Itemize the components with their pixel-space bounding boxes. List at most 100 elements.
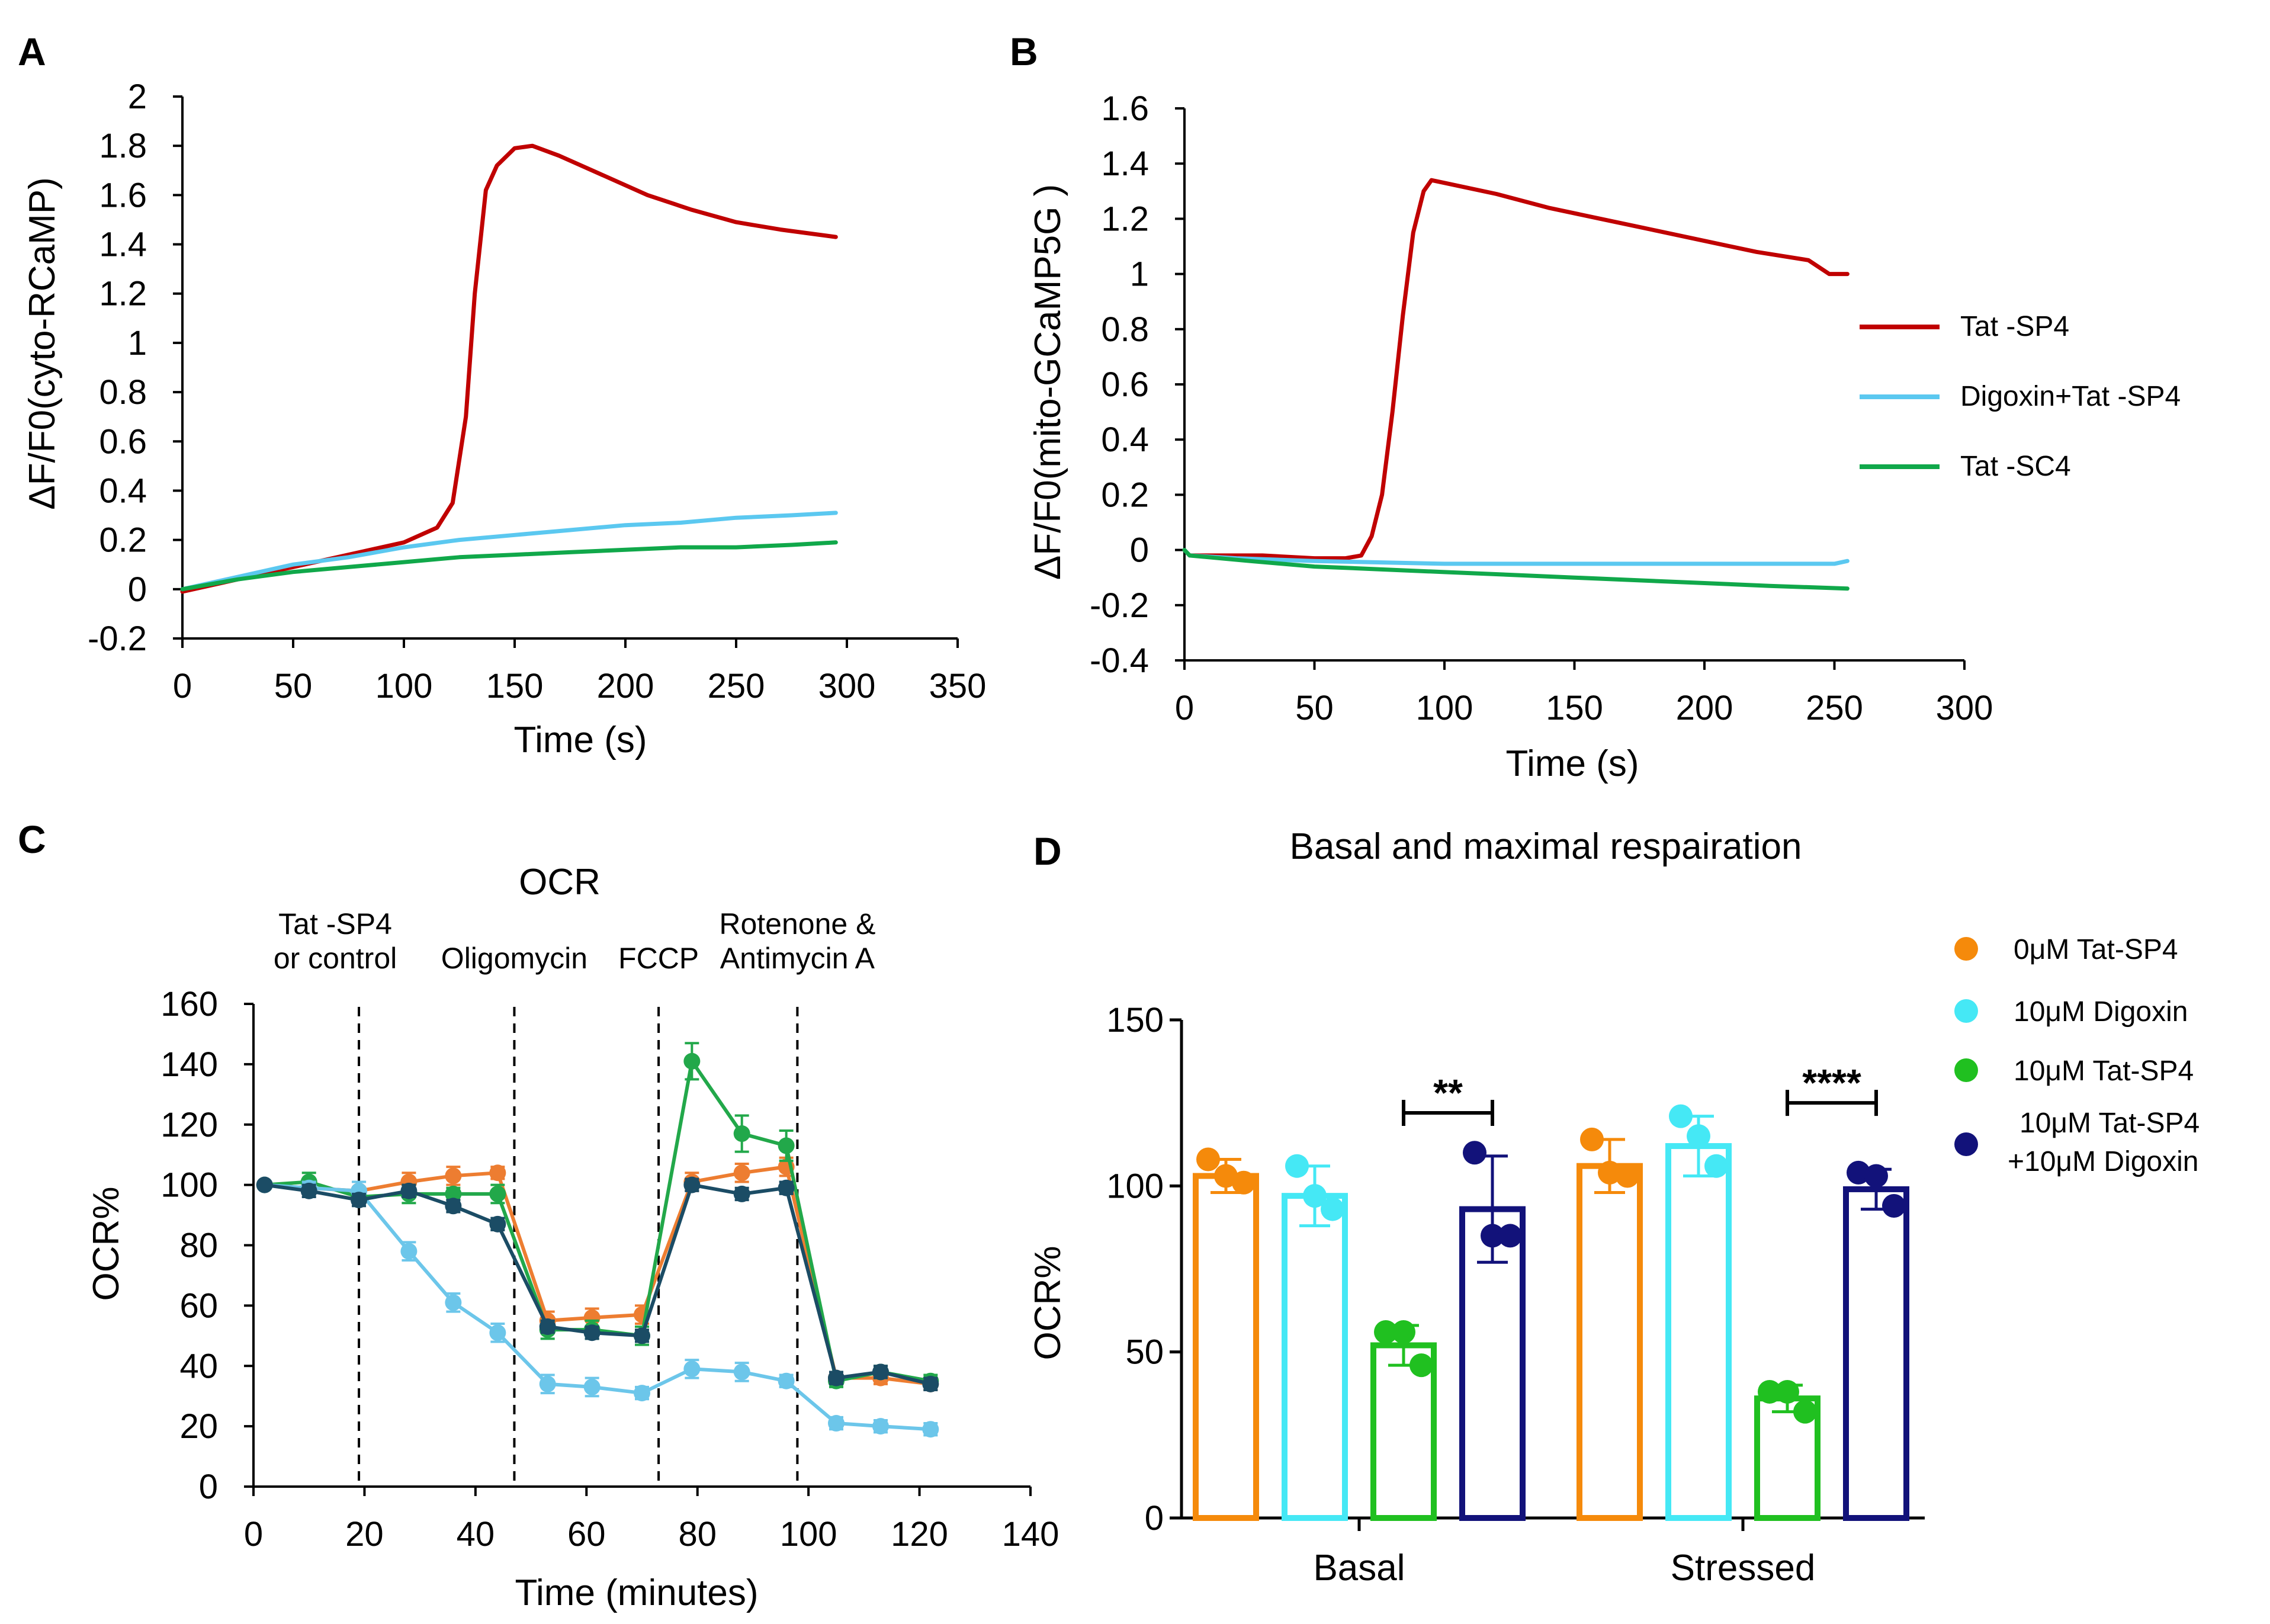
legend-label-combo-line2: +10μM Digoxin (2008, 1146, 2198, 1177)
data-point (445, 1198, 462, 1215)
y-tick-label: 0.8 (1101, 310, 1149, 349)
data-point (733, 1363, 750, 1381)
injection-label: FCCP (618, 942, 699, 975)
series-line-tat-sp4 (180, 143, 838, 594)
y-tick-label: 40 (179, 1347, 218, 1385)
data-point (733, 1125, 750, 1142)
data-point (1793, 1400, 1817, 1424)
data-point (634, 1327, 650, 1344)
data-point (1196, 1147, 1220, 1172)
y-tick-label: 0 (1145, 1499, 1164, 1538)
data-point (1232, 1170, 1256, 1195)
y-tick-label: 20 (179, 1407, 218, 1446)
data-point (828, 1415, 845, 1432)
x-tick-label: 80 (678, 1515, 717, 1554)
bar (1665, 1143, 1732, 1521)
data-point (733, 1164, 750, 1182)
data-point (256, 1176, 273, 1193)
y-tick-label: 0.4 (1101, 421, 1149, 459)
panel-a-y-ticks: -0.2 0 0.2 0.4 0.6 0.8 1 1.2 1.4 1.6 1.8 2 (88, 78, 182, 658)
significance-label: ** (1433, 1071, 1463, 1114)
panel-b-x-ticks: 0 50 100 150 200 250 300 (1175, 660, 1993, 727)
data-point (1775, 1379, 1799, 1404)
legend-dot-10um-digoxin (1954, 999, 1978, 1023)
panel-b-series (1182, 178, 1850, 591)
bar (1282, 1193, 1348, 1521)
data-point (778, 1372, 795, 1389)
data-point (300, 1182, 317, 1199)
data-point (1616, 1164, 1639, 1188)
legend-label-combo-line1: 10μM Tat-SP4 (2019, 1108, 2200, 1139)
x-tick-label: 50 (274, 667, 313, 705)
x-tick-label: 250 (1806, 689, 1863, 727)
panel-d-categories: Basal Stressed (1313, 1518, 1815, 1588)
x-tick-label: 0 (173, 667, 192, 705)
panel-a-y-label: ΔF/F0(cyto-RCaMP) (22, 177, 63, 510)
panel-d-legend: 0μM Tat-SP4 10μM Digoxin 10μM Tat-SP4 10… (1954, 934, 2200, 1177)
y-tick-label: 1.4 (1101, 145, 1149, 183)
data-point (539, 1375, 556, 1392)
panel-a-axes (181, 97, 958, 640)
data-point (1303, 1184, 1327, 1208)
data-point (445, 1185, 462, 1202)
injection-label: or control (274, 942, 397, 975)
data-point (683, 1052, 701, 1070)
data-point (1882, 1193, 1906, 1218)
y-tick-label: 1.2 (99, 275, 147, 313)
panel-a-series (180, 143, 838, 594)
legend-dot-combo (1954, 1132, 1978, 1156)
data-point (1409, 1353, 1433, 1378)
x-tick-label: 60 (567, 1515, 606, 1554)
data-point (583, 1324, 601, 1341)
y-tick-label: 1.6 (1101, 89, 1149, 128)
x-tick-label: 50 (1295, 689, 1334, 727)
data-point (1687, 1124, 1710, 1148)
panel-b-x-label: Time (s) (1506, 743, 1639, 784)
data-point (1463, 1141, 1486, 1165)
y-tick-label: 0 (1130, 531, 1149, 570)
series-line-tat-sp4 (1182, 178, 1850, 561)
panel-b-y-ticks: -0.4 -0.2 0 0.2 0.4 0.6 0.8 1 1.2 1.4 1.6 (1090, 89, 1184, 680)
y-tick-label: 0 (199, 1468, 218, 1506)
y-tick-label: -0.2 (1090, 586, 1149, 625)
bar (1577, 1163, 1643, 1521)
data-point (778, 1137, 795, 1154)
y-tick-label: 0.2 (99, 521, 147, 560)
x-tick-label: 350 (929, 667, 987, 705)
panel-c: C OCR 0 20 40 60 80 100 120 140 160 0 20 40 60 80 100… (18, 817, 1059, 1613)
y-tick-label: 0.2 (1101, 476, 1149, 514)
panel-c-letter: C (18, 817, 46, 861)
significance-label: **** (1802, 1061, 1861, 1104)
legend-label-tat-sp4: Tat -SP4 (1960, 311, 2069, 342)
data-point (400, 1243, 418, 1260)
y-tick-label: 80 (179, 1227, 218, 1265)
data-point (1580, 1127, 1604, 1151)
data-point (539, 1318, 556, 1336)
injection-label: Oligomycin (441, 942, 587, 975)
panel-d-significance: ** **** (1402, 1061, 1878, 1126)
data-point (1481, 1224, 1504, 1248)
panel-b-letter: B (1010, 30, 1038, 73)
y-tick-label: 160 (160, 985, 218, 1023)
bar (1843, 1186, 1909, 1521)
category-label: Stressed (1671, 1548, 1816, 1588)
y-tick-label: 0 (128, 570, 147, 609)
panel-c-y-label: OCR% (86, 1187, 127, 1301)
y-tick-label: -0.4 (1090, 641, 1149, 680)
legend-dot-10um-tat-sp4 (1954, 1058, 1978, 1082)
legend-label-10um-tat-sp4: 10μM Tat-SP4 (2014, 1055, 2194, 1087)
panel-c-title: OCR (519, 862, 601, 903)
y-tick-label: 1.8 (99, 127, 147, 165)
data-point (922, 1375, 939, 1392)
series-line-tat-sc4 (180, 540, 838, 592)
y-tick-label: 1.4 (99, 226, 147, 264)
legend-label-tat-sc4: Tat -SC4 (1960, 451, 2071, 482)
data-point (1374, 1320, 1398, 1344)
y-tick-label: 50 (1125, 1333, 1164, 1372)
x-tick-label: 0 (1175, 689, 1194, 727)
data-point (1498, 1224, 1522, 1248)
data-point (489, 1324, 506, 1341)
legend-label-0um-tat-sp4: 0μM Tat-SP4 (2014, 934, 2178, 965)
data-point (1758, 1379, 1781, 1404)
injection-label: Antimycin A (720, 942, 875, 975)
